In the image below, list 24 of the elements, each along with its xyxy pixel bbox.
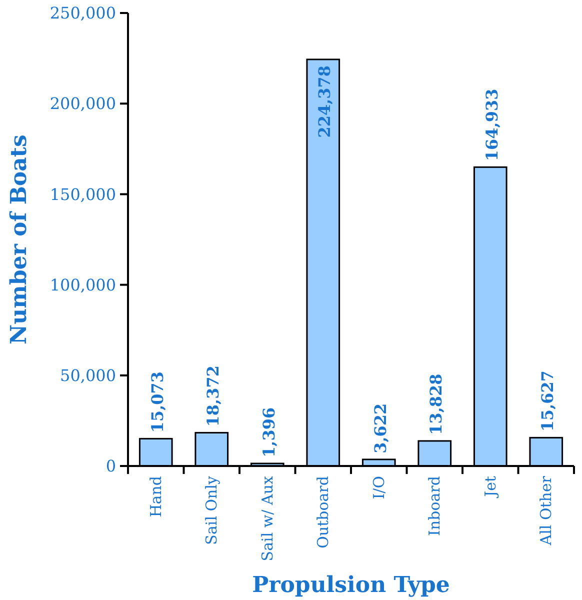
data-label: 13,828 [426,374,446,435]
data-label: 18,372 [204,365,223,427]
x-axis-title: Propulsion Type [252,572,450,598]
data-label: 15,073 [148,371,167,433]
x-tick-label: Outboard [314,476,332,548]
x-tick-label: Jet [481,476,500,499]
y-tick-label: 50,000 [60,366,116,385]
x-tick-label: All Other [537,475,556,546]
x-tick-label: Sail w/ Aux [258,475,276,562]
x-tick-label: Inboard [426,476,444,536]
data-label: 1,396 [259,407,278,458]
x-tick-label: Sail Only [202,475,221,545]
x-tick-label: I/O [370,476,388,500]
data-label: 224,378 [315,65,334,138]
y-axis-title: Number of Boats [6,134,32,344]
y-tick-label: 250,000 [50,4,116,23]
y-tick-label: 100,000 [50,275,116,294]
y-tick-label: 200,000 [50,94,116,114]
data-label: 15,627 [538,370,558,432]
y-tick-label: 0 [106,456,116,476]
data-label: 164,933 [482,88,502,162]
x-tick-label: Hand [146,476,165,518]
data-label: 3,622 [370,403,390,454]
y-tick-label: 150,000 [50,184,116,204]
